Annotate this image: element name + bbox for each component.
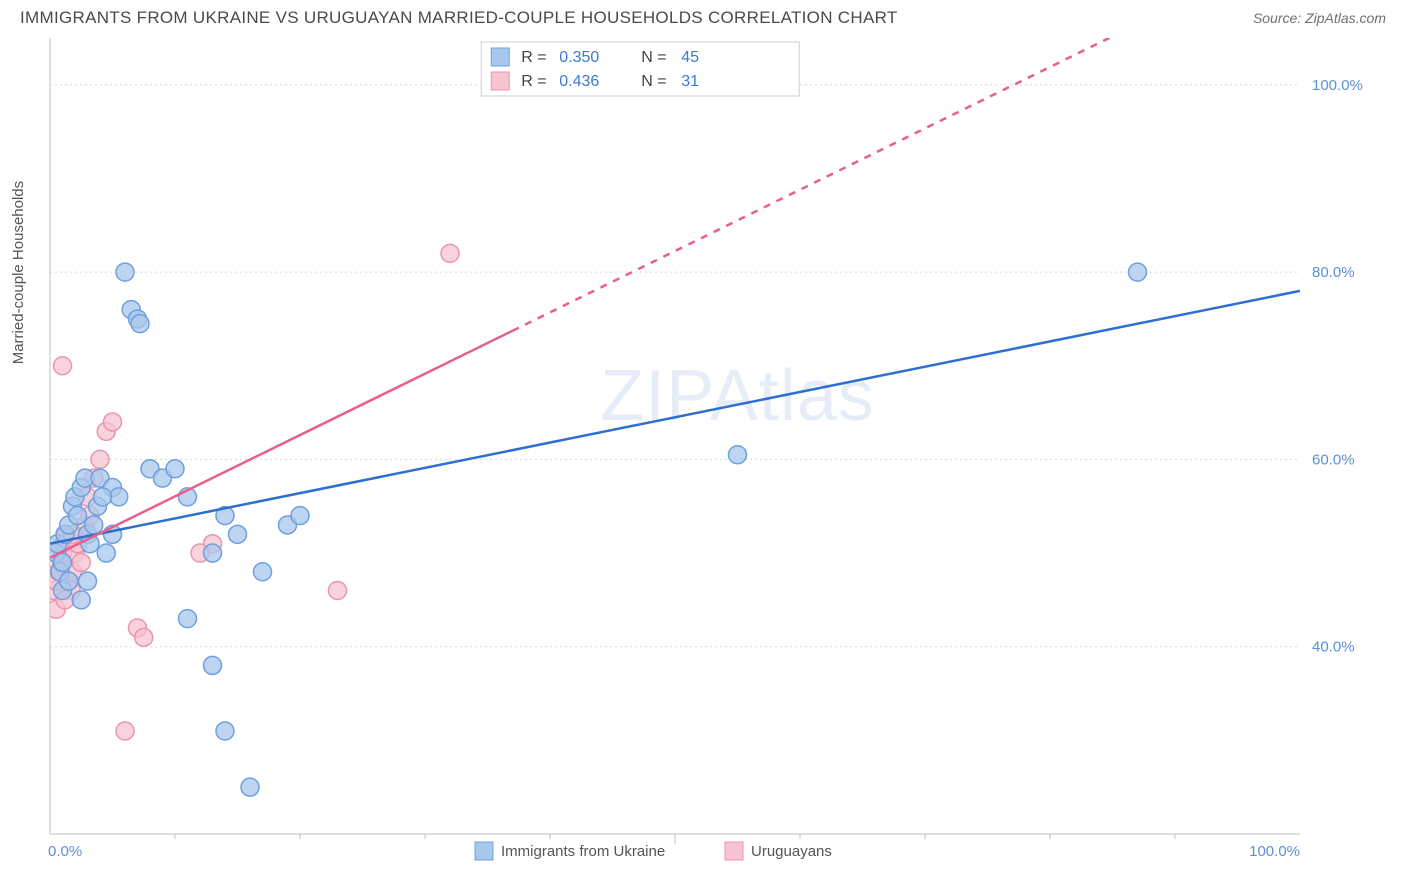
blue-point	[166, 460, 184, 478]
blue-point	[204, 656, 222, 674]
blue-point	[204, 544, 222, 562]
pink-point	[91, 450, 109, 468]
legend-label-pink: Uruguayans	[751, 843, 832, 860]
legend-n-value: 45	[681, 49, 699, 66]
legend-n-value: 31	[681, 73, 699, 90]
pink-point	[329, 582, 347, 600]
blue-point	[79, 572, 97, 590]
blue-point	[69, 507, 87, 525]
legend-label-blue: Immigrants from Ukraine	[501, 843, 665, 860]
blue-point	[254, 563, 272, 581]
legend-r-value: 0.350	[559, 49, 599, 66]
blue-trendline	[50, 291, 1300, 544]
legend-swatch	[475, 842, 493, 860]
legend-r-label: R =	[521, 49, 546, 66]
svg-text:80.0%: 80.0%	[1312, 264, 1355, 281]
blue-point	[131, 315, 149, 333]
source-attribution: Source: ZipAtlas.com	[1253, 10, 1386, 26]
blue-point	[241, 778, 259, 796]
blue-point	[85, 516, 103, 534]
blue-point	[72, 591, 90, 609]
chart-container: Married-couple Households 40.0%60.0%80.0…	[20, 36, 1386, 876]
svg-text:0.0%: 0.0%	[48, 843, 82, 860]
svg-text:40.0%: 40.0%	[1312, 639, 1355, 656]
svg-text:100.0%: 100.0%	[1312, 77, 1363, 94]
pink-point	[441, 244, 459, 262]
blue-point	[291, 507, 309, 525]
blue-point	[229, 525, 247, 543]
legend-swatch	[491, 48, 509, 66]
legend-n-label: N =	[641, 49, 666, 66]
legend-swatch	[491, 72, 509, 90]
scatter-chart: 40.0%60.0%80.0%100.0%0.0%100.0%ZIPAtlasR…	[20, 36, 1366, 876]
legend-n-label: N =	[641, 73, 666, 90]
blue-point	[54, 553, 72, 571]
blue-point	[94, 488, 112, 506]
blue-point	[116, 263, 134, 281]
chart-title: IMMIGRANTS FROM UKRAINE VS URUGUAYAN MAR…	[20, 8, 898, 28]
legend-r-value: 0.436	[559, 73, 599, 90]
pink-point	[72, 553, 90, 571]
pink-point	[104, 413, 122, 431]
blue-point	[179, 610, 197, 628]
blue-point	[97, 544, 115, 562]
legend-swatch	[725, 842, 743, 860]
blue-point	[729, 446, 747, 464]
blue-point	[216, 722, 234, 740]
pink-point	[135, 628, 153, 646]
blue-point	[60, 572, 78, 590]
y-axis-label: Married-couple Households	[10, 181, 27, 364]
pink-point	[116, 722, 134, 740]
svg-text:60.0%: 60.0%	[1312, 451, 1355, 468]
blue-point	[110, 488, 128, 506]
svg-text:100.0%: 100.0%	[1249, 843, 1300, 860]
blue-point	[1129, 263, 1147, 281]
legend-r-label: R =	[521, 73, 546, 90]
pink-point	[54, 357, 72, 375]
